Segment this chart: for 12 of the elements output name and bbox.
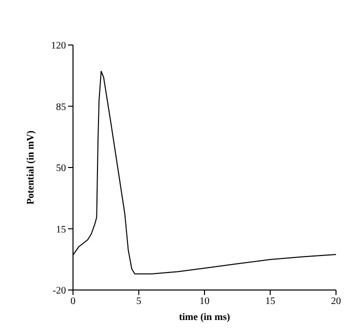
y-tick-label: 85 [56,102,66,113]
x-tick-label: 5 [136,296,142,308]
x-tick-label: 15 [265,296,276,308]
y-tick-label: -20 [52,286,66,297]
x-tick-label: 0 [70,296,76,308]
y-tick-label: 50 [56,163,66,174]
y-tick-label: 15 [56,224,66,236]
x-tick-label: 10 [200,296,210,308]
y-axis-title: Potential (in mV) [26,130,37,204]
x-tick-label: 20 [331,296,341,308]
x-axis-title: time (in ms) [178,312,230,323]
y-tick-label: 120 [51,40,66,52]
